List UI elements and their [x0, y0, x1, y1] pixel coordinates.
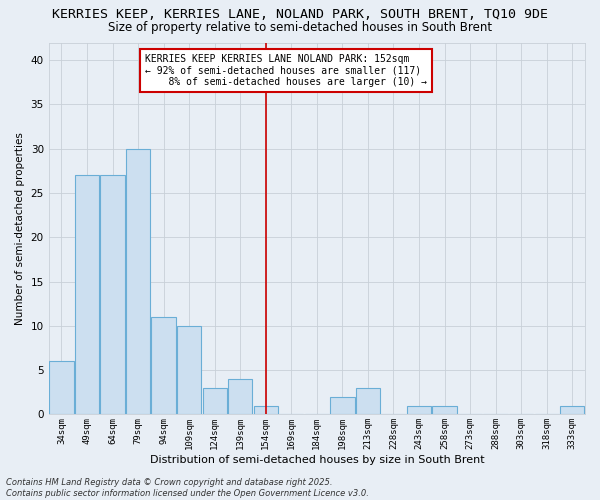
Bar	[228, 379, 253, 414]
Bar	[407, 406, 431, 414]
Bar	[203, 388, 227, 414]
Bar	[151, 317, 176, 414]
Bar	[75, 176, 99, 414]
Text: Size of property relative to semi-detached houses in South Brent: Size of property relative to semi-detach…	[108, 21, 492, 34]
Bar	[49, 362, 74, 414]
Text: KERRIES KEEP KERRIES LANE NOLAND PARK: 152sqm
← 92% of semi-detached houses are : KERRIES KEEP KERRIES LANE NOLAND PARK: 1…	[145, 54, 427, 87]
Bar	[433, 406, 457, 414]
Bar	[100, 176, 125, 414]
Bar	[254, 406, 278, 414]
Text: Contains HM Land Registry data © Crown copyright and database right 2025.
Contai: Contains HM Land Registry data © Crown c…	[6, 478, 369, 498]
X-axis label: Distribution of semi-detached houses by size in South Brent: Distribution of semi-detached houses by …	[149, 455, 484, 465]
Bar	[560, 406, 584, 414]
Text: KERRIES KEEP, KERRIES LANE, NOLAND PARK, SOUTH BRENT, TQ10 9DE: KERRIES KEEP, KERRIES LANE, NOLAND PARK,…	[52, 8, 548, 20]
Bar	[126, 149, 150, 414]
Bar	[356, 388, 380, 414]
Y-axis label: Number of semi-detached properties: Number of semi-detached properties	[15, 132, 25, 325]
Bar	[330, 396, 355, 414]
Bar	[177, 326, 201, 414]
